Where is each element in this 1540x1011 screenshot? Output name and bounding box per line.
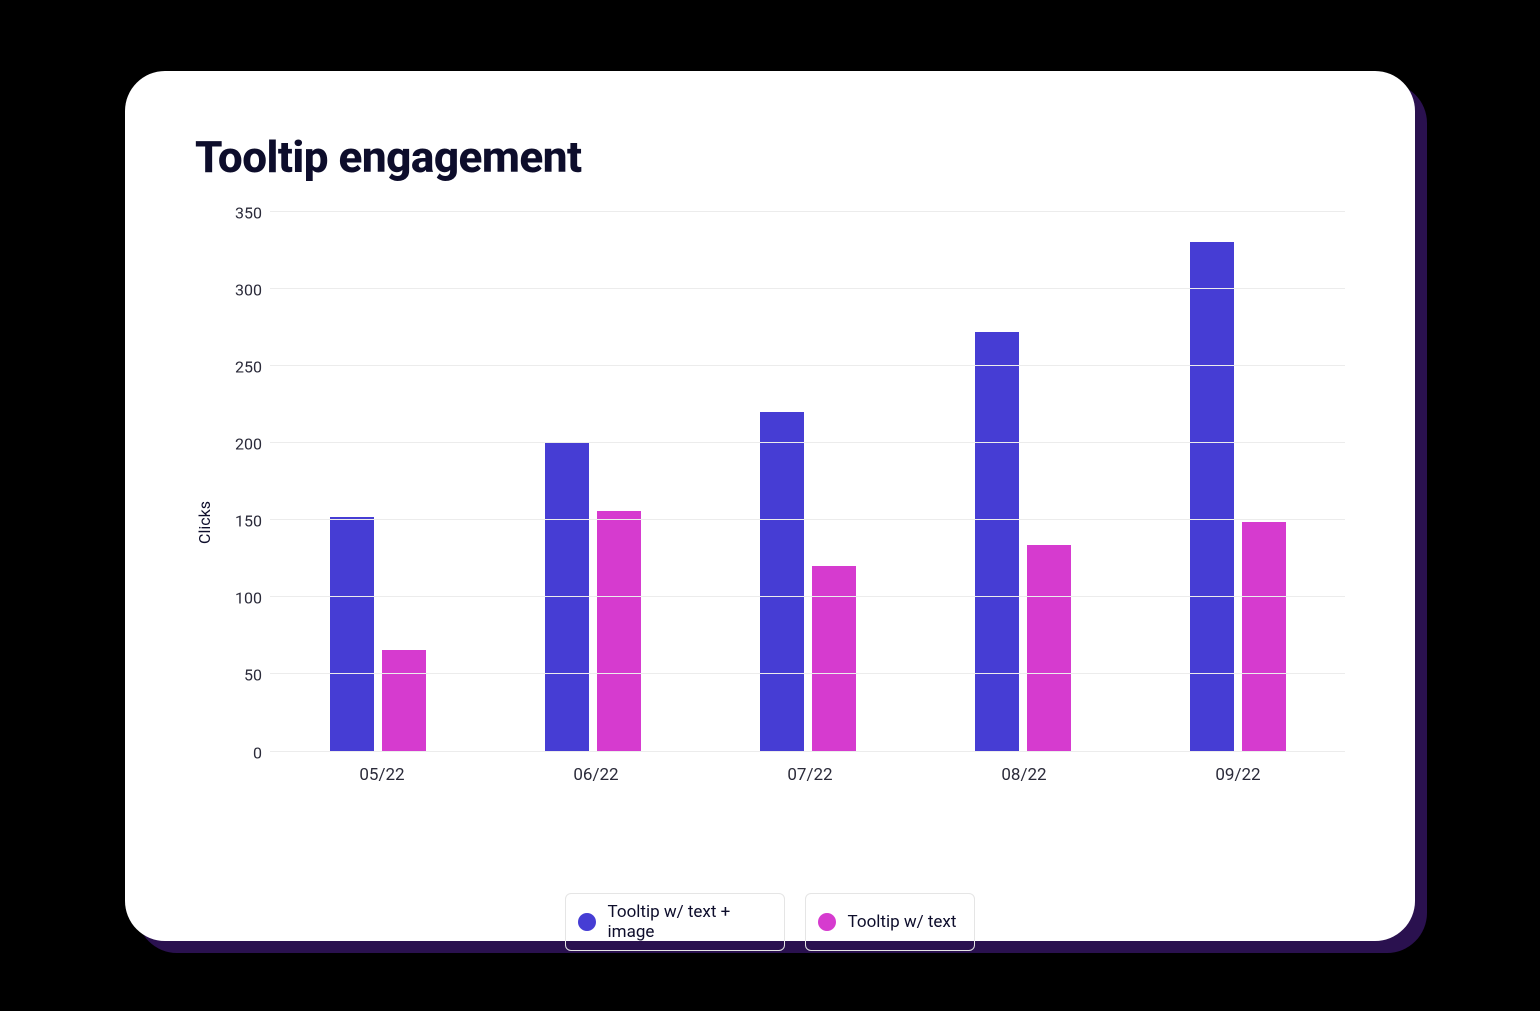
bar bbox=[382, 650, 426, 752]
y-axis-label: Clicks bbox=[195, 501, 214, 544]
gridline bbox=[270, 288, 1345, 289]
bar bbox=[545, 443, 589, 752]
gridline bbox=[270, 442, 1345, 443]
bar bbox=[760, 412, 804, 751]
y-tick-label: 0 bbox=[253, 743, 262, 762]
chart-title: Tooltip engagement bbox=[195, 131, 1345, 183]
gridline bbox=[270, 365, 1345, 366]
legend-label: Tooltip w/ text + image bbox=[608, 902, 766, 943]
x-tick-label: 09/22 bbox=[1190, 765, 1286, 785]
bar-group bbox=[545, 443, 641, 752]
legend-label: Tooltip w/ text bbox=[848, 912, 957, 932]
bars-container bbox=[270, 213, 1345, 752]
y-tick-label: 150 bbox=[235, 512, 262, 531]
bar-group bbox=[330, 517, 426, 752]
y-axis-ticks: 050100150200250300350 bbox=[222, 213, 270, 753]
x-tick-label: 05/22 bbox=[334, 765, 430, 785]
gridline bbox=[270, 751, 1345, 752]
gridline bbox=[270, 519, 1345, 520]
x-tick-label: 08/22 bbox=[976, 765, 1072, 785]
chart-area: Clicks 050100150200250300350 05/2206/220… bbox=[195, 213, 1345, 833]
bar bbox=[597, 511, 641, 752]
x-tick-label: 07/22 bbox=[762, 765, 858, 785]
bar-group bbox=[760, 412, 856, 751]
legend-item: Tooltip w/ text + image bbox=[565, 893, 785, 952]
y-tick-label: 50 bbox=[244, 666, 262, 685]
gridline bbox=[270, 596, 1345, 597]
gridline bbox=[270, 211, 1345, 212]
y-tick-label: 300 bbox=[235, 280, 262, 299]
y-tick-label: 100 bbox=[235, 589, 262, 608]
chart-card: Tooltip engagement Clicks 0 50 100 150 200 25… bbox=[125, 71, 1415, 941]
legend: Tooltip w/ text + image Tooltip w/ text bbox=[195, 893, 1345, 952]
gridline bbox=[270, 673, 1345, 674]
bar bbox=[1242, 522, 1286, 752]
bar bbox=[1190, 242, 1234, 751]
legend-swatch bbox=[578, 913, 596, 931]
bar-group bbox=[1190, 242, 1286, 751]
bar bbox=[812, 566, 856, 751]
bar bbox=[330, 517, 374, 752]
x-tick-label: 06/22 bbox=[548, 765, 644, 785]
y-tick-label: 350 bbox=[235, 203, 262, 222]
bar bbox=[975, 332, 1019, 752]
x-axis-labels: 05/22 06/22 07/22 08/22 09/22 bbox=[275, 765, 1345, 785]
chart-card-wrapper: Tooltip engagement Clicks 0 50 100 150 200 25… bbox=[125, 71, 1415, 941]
bar-group bbox=[975, 332, 1071, 752]
legend-swatch bbox=[818, 913, 836, 931]
legend-item: Tooltip w/ text bbox=[805, 893, 976, 952]
y-tick-label: 250 bbox=[235, 357, 262, 376]
y-tick-label: 200 bbox=[235, 434, 262, 453]
bar bbox=[1027, 545, 1071, 752]
plot-area bbox=[270, 213, 1345, 753]
